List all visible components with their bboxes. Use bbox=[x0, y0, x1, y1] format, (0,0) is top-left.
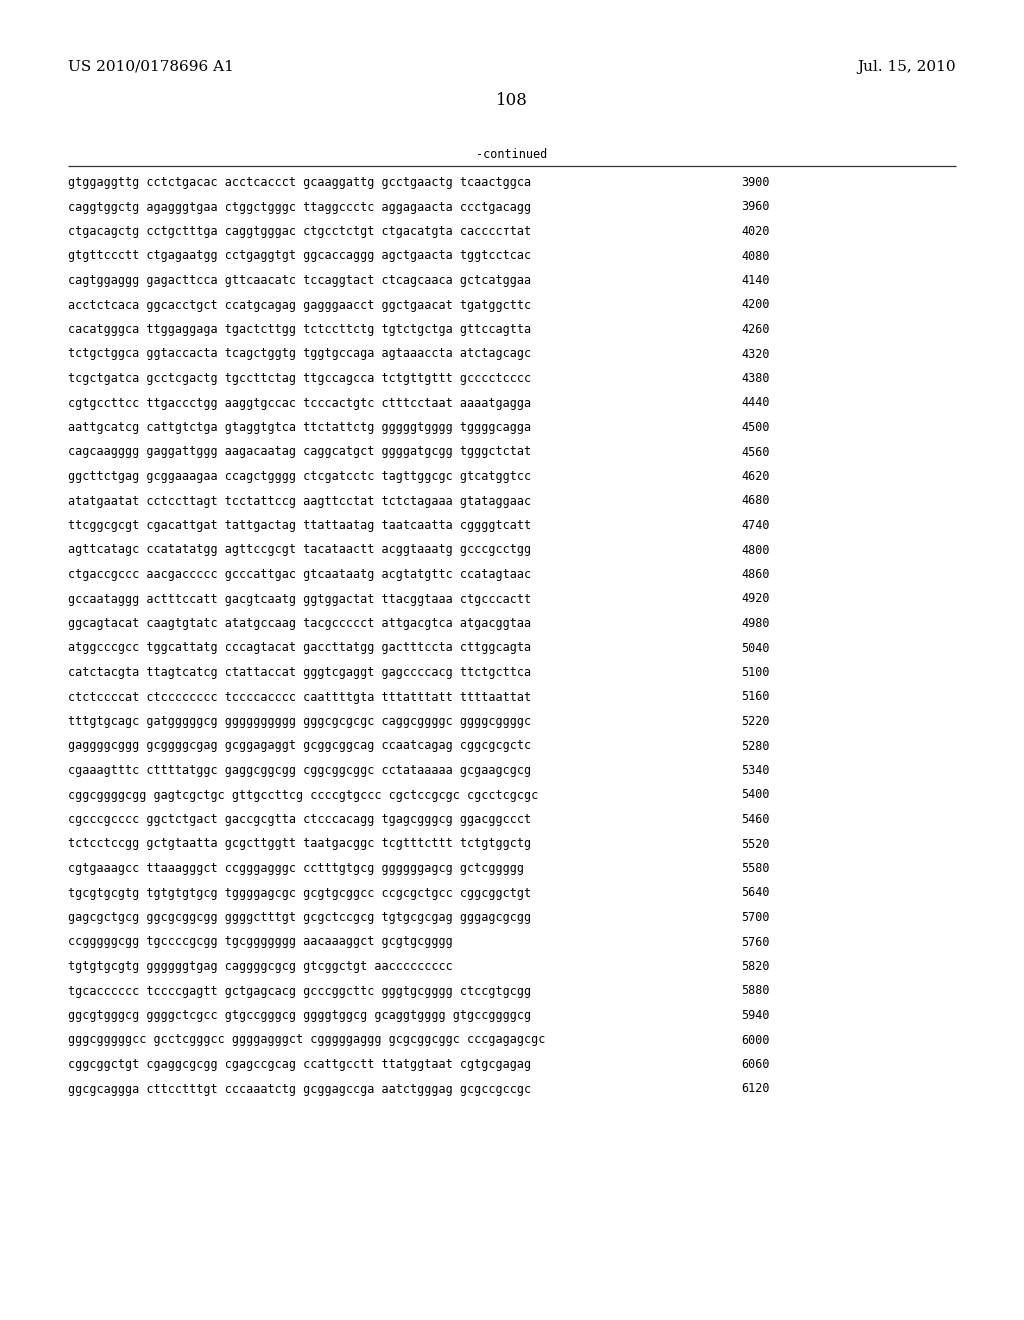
Text: gtggaggttg cctctgacac acctcaccct gcaaggattg gcctgaactg tcaactggca: gtggaggttg cctctgacac acctcaccct gcaagga… bbox=[68, 176, 531, 189]
Text: cgaaagtttc cttttatggc gaggcggcgg cggcggcggc cctataaaaa gcgaagcgcg: cgaaagtttc cttttatggc gaggcggcgg cggcggc… bbox=[68, 764, 531, 777]
Text: 3900: 3900 bbox=[741, 176, 770, 189]
Text: 4920: 4920 bbox=[741, 593, 770, 606]
Text: 5640: 5640 bbox=[741, 887, 770, 899]
Text: 6120: 6120 bbox=[741, 1082, 770, 1096]
Text: 4140: 4140 bbox=[741, 275, 770, 286]
Text: cggcggggcgg gagtcgctgc gttgccttcg ccccgtgccc cgctccgcgc cgcctcgcgc: cggcggggcgg gagtcgctgc gttgccttcg ccccgt… bbox=[68, 788, 539, 801]
Text: cagtggaggg gagacttcca gttcaacatc tccaggtact ctcagcaaca gctcatggaa: cagtggaggg gagacttcca gttcaacatc tccaggt… bbox=[68, 275, 531, 286]
Text: gaggggcggg gcggggcgag gcggagaggt gcggcggcag ccaatcagag cggcgcgctc: gaggggcggg gcggggcgag gcggagaggt gcggcgg… bbox=[68, 739, 531, 752]
Text: 4440: 4440 bbox=[741, 396, 770, 409]
Text: 6000: 6000 bbox=[741, 1034, 770, 1047]
Text: 5460: 5460 bbox=[741, 813, 770, 826]
Text: 4260: 4260 bbox=[741, 323, 770, 337]
Text: 5880: 5880 bbox=[741, 985, 770, 998]
Text: 4320: 4320 bbox=[741, 347, 770, 360]
Text: 4200: 4200 bbox=[741, 298, 770, 312]
Text: gccaataggg actttccatt gacgtcaatg ggtggactat ttacggtaaa ctgcccactt: gccaataggg actttccatt gacgtcaatg ggtggac… bbox=[68, 593, 531, 606]
Text: atggcccgcc tggcattatg cccagtacat gaccttatgg gactttccta cttggcagta: atggcccgcc tggcattatg cccagtacat gacctta… bbox=[68, 642, 531, 655]
Text: 5280: 5280 bbox=[741, 739, 770, 752]
Text: 5760: 5760 bbox=[741, 936, 770, 949]
Text: 4020: 4020 bbox=[741, 224, 770, 238]
Text: 5040: 5040 bbox=[741, 642, 770, 655]
Text: cacatgggca ttggaggaga tgactcttgg tctccttctg tgtctgctga gttccagtta: cacatgggca ttggaggaga tgactcttgg tctcctt… bbox=[68, 323, 531, 337]
Text: 5220: 5220 bbox=[741, 715, 770, 729]
Text: tgcgtgcgtg tgtgtgtgcg tggggagcgc gcgtgcggcc ccgcgctgcc cggcggctgt: tgcgtgcgtg tgtgtgtgcg tggggagcgc gcgtgcg… bbox=[68, 887, 531, 899]
Text: ggcgtgggcg ggggctcgcc gtgccgggcg ggggtggcg gcaggtgggg gtgccggggcg: ggcgtgggcg ggggctcgcc gtgccgggcg ggggtgg… bbox=[68, 1008, 531, 1022]
Text: ttcggcgcgt cgacattgat tattgactag ttattaatag taatcaatta cggggtcatt: ttcggcgcgt cgacattgat tattgactag ttattaa… bbox=[68, 519, 531, 532]
Text: 5580: 5580 bbox=[741, 862, 770, 875]
Text: cagcaagggg gaggattggg aagacaatag caggcatgct ggggatgcgg tgggctctat: cagcaagggg gaggattggg aagacaatag caggcat… bbox=[68, 446, 531, 458]
Text: 5940: 5940 bbox=[741, 1008, 770, 1022]
Text: ctgaccgccc aacgaccccc gcccattgac gtcaataatg acgtatgttc ccatagtaac: ctgaccgccc aacgaccccc gcccattgac gtcaata… bbox=[68, 568, 531, 581]
Text: ggcttctgag gcggaaagaa ccagctgggg ctcgatcctc tagttggcgc gtcatggtcc: ggcttctgag gcggaaagaa ccagctgggg ctcgatc… bbox=[68, 470, 531, 483]
Text: cgcccgcccc ggctctgact gaccgcgtta ctcccacagg tgagcgggcg ggacggccct: cgcccgcccc ggctctgact gaccgcgtta ctcccac… bbox=[68, 813, 531, 826]
Text: tttgtgcagc gatgggggcg gggggggggg gggcgcgcgc caggcggggc ggggcggggc: tttgtgcagc gatgggggcg gggggggggg gggcgcg… bbox=[68, 715, 531, 729]
Text: acctctcaca ggcacctgct ccatgcagag gagggaacct ggctgaacat tgatggcttc: acctctcaca ggcacctgct ccatgcagag gagggaa… bbox=[68, 298, 531, 312]
Text: 4380: 4380 bbox=[741, 372, 770, 385]
Text: gtgttccctt ctgagaatgg cctgaggtgt ggcaccaggg agctgaacta tggtcctcac: gtgttccctt ctgagaatgg cctgaggtgt ggcacca… bbox=[68, 249, 531, 263]
Text: 4620: 4620 bbox=[741, 470, 770, 483]
Text: US 2010/0178696 A1: US 2010/0178696 A1 bbox=[68, 59, 233, 74]
Text: 4680: 4680 bbox=[741, 495, 770, 507]
Text: 5340: 5340 bbox=[741, 764, 770, 777]
Text: 3960: 3960 bbox=[741, 201, 770, 214]
Text: tgcacccccc tccccgagtt gctgagcacg gcccggcttc gggtgcgggg ctccgtgcgg: tgcacccccc tccccgagtt gctgagcacg gcccggc… bbox=[68, 985, 531, 998]
Text: tctgctggca ggtaccacta tcagctggtg tggtgccaga agtaaaccta atctagcagc: tctgctggca ggtaccacta tcagctggtg tggtgcc… bbox=[68, 347, 531, 360]
Text: Jul. 15, 2010: Jul. 15, 2010 bbox=[857, 59, 956, 74]
Text: 5100: 5100 bbox=[741, 667, 770, 678]
Text: ctgacagctg cctgctttga caggtgggac ctgcctctgt ctgacatgta caccccтtat: ctgacagctg cctgctttga caggtgggac ctgcctc… bbox=[68, 224, 531, 238]
Text: -continued: -continued bbox=[476, 148, 548, 161]
Text: 5400: 5400 bbox=[741, 788, 770, 801]
Text: tgtgtgcgtg ggggggtgag caggggcgcg gtcggctgt aaccccccccc: tgtgtgcgtg ggggggtgag caggggcgcg gtcggct… bbox=[68, 960, 453, 973]
Text: 4500: 4500 bbox=[741, 421, 770, 434]
Text: aattgcatcg cattgtctga gtaggtgtca ttctattctg gggggtgggg tggggcagga: aattgcatcg cattgtctga gtaggtgtca ttctatt… bbox=[68, 421, 531, 434]
Text: gggcgggggcc gcctcgggcc ggggagggct cgggggaggg gcgcggcggc cccgagagcgc: gggcgggggcc gcctcgggcc ggggagggct cggggg… bbox=[68, 1034, 546, 1047]
Text: 4800: 4800 bbox=[741, 544, 770, 557]
Text: 4080: 4080 bbox=[741, 249, 770, 263]
Text: caggtggctg agagggtgaa ctggctgggc ttaggccctc aggagaacta ccctgacagg: caggtggctg agagggtgaa ctggctgggc ttaggcc… bbox=[68, 201, 531, 214]
Text: ggcagtacat caagtgtatc atatgccaag tacgccccct attgacgtca atgacggtaa: ggcagtacat caagtgtatc atatgccaag tacgccc… bbox=[68, 616, 531, 630]
Text: cgtgccttcc ttgaccctgg aaggtgccac tcccactgtc ctttcctaat aaaatgagga: cgtgccttcc ttgaccctgg aaggtgccac tcccact… bbox=[68, 396, 531, 409]
Text: cgtgaaagcc ttaaagggct ccgggagggc cctttgtgcg ggggggagcg gctcggggg: cgtgaaagcc ttaaagggct ccgggagggc cctttgt… bbox=[68, 862, 524, 875]
Text: cggcggctgt cgaggcgcgg cgagccgcag ccattgcctt ttatggtaat cgtgcgagag: cggcggctgt cgaggcgcgg cgagccgcag ccattgc… bbox=[68, 1059, 531, 1071]
Text: 4860: 4860 bbox=[741, 568, 770, 581]
Text: 4740: 4740 bbox=[741, 519, 770, 532]
Text: 108: 108 bbox=[496, 92, 528, 110]
Text: tcgctgatca gcctcgactg tgccttctag ttgccagcca tctgttgttt gcccctcccc: tcgctgatca gcctcgactg tgccttctag ttgccag… bbox=[68, 372, 531, 385]
Text: 5700: 5700 bbox=[741, 911, 770, 924]
Text: 5520: 5520 bbox=[741, 837, 770, 850]
Text: 4560: 4560 bbox=[741, 446, 770, 458]
Text: 5820: 5820 bbox=[741, 960, 770, 973]
Text: atatgaatat cctccttagt tcctattccg aagttcctat tctctagaaa gtataggaac: atatgaatat cctccttagt tcctattccg aagttcc… bbox=[68, 495, 531, 507]
Text: catctacgta ttagtcatcg ctattaccat gggtcgaggt gagccccacg ttctgcttca: catctacgta ttagtcatcg ctattaccat gggtcga… bbox=[68, 667, 531, 678]
Text: ctctccccat ctcccccccc tccccacccc caattttgta tttatttatt ttttaattat: ctctccccat ctcccccccc tccccacccc caatttt… bbox=[68, 690, 531, 704]
Text: agttcatagc ccatatatgg agttccgcgt tacataactt acggtaaatg gcccgcctgg: agttcatagc ccatatatgg agttccgcgt tacataa… bbox=[68, 544, 531, 557]
Text: 6060: 6060 bbox=[741, 1059, 770, 1071]
Text: ccgggggcgg tgccccgcgg tgcggggggg aacaaaggct gcgtgcgggg: ccgggggcgg tgccccgcgg tgcggggggg aacaaag… bbox=[68, 936, 453, 949]
Text: 4980: 4980 bbox=[741, 616, 770, 630]
Text: 5160: 5160 bbox=[741, 690, 770, 704]
Text: ggcgcaggga cttcctttgt cccaaatctg gcggagccga aatctgggag gcgccgccgc: ggcgcaggga cttcctttgt cccaaatctg gcggagc… bbox=[68, 1082, 531, 1096]
Text: tctcctccgg gctgtaatta gcgcttggtt taatgacggc tcgtttcttt tctgtggctg: tctcctccgg gctgtaatta gcgcttggtt taatgac… bbox=[68, 837, 531, 850]
Text: gagcgctgcg ggcgcggcgg ggggctttgt gcgctccgcg tgtgcgcgag gggagcgcgg: gagcgctgcg ggcgcggcgg ggggctttgt gcgctcc… bbox=[68, 911, 531, 924]
